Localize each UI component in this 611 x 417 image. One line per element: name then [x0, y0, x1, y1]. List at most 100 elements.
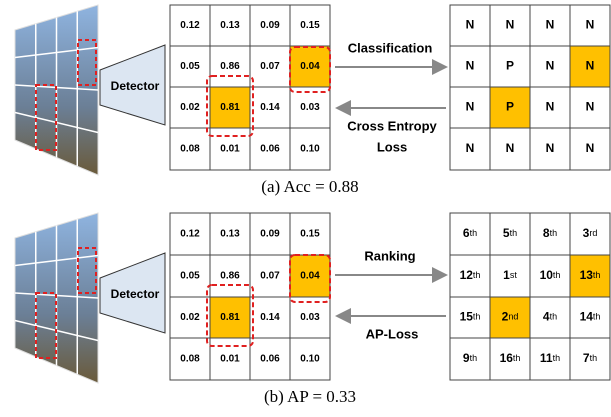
label: N [586, 18, 595, 32]
score: 0.03 [300, 102, 320, 113]
score: 0.13 [220, 20, 240, 31]
score: 0.81 [220, 312, 240, 323]
main: N [506, 141, 515, 155]
main: 15 [460, 310, 474, 324]
score: 0.81 [220, 102, 240, 113]
label: N [586, 100, 595, 114]
suffix: th [593, 270, 601, 280]
label: N [506, 141, 515, 155]
main: 12 [460, 268, 474, 282]
score: 0.10 [300, 354, 320, 365]
label: N [546, 100, 555, 114]
label: N [466, 59, 475, 73]
suffix: st [510, 270, 518, 280]
score: 0.12 [180, 20, 200, 31]
score: 0.05 [180, 271, 200, 282]
score: 0.04 [300, 271, 320, 282]
main: 11 [540, 351, 553, 365]
main: N [546, 59, 555, 73]
main: N [586, 18, 595, 32]
suffix: th [553, 353, 561, 363]
label: 16th [500, 351, 521, 365]
main: P [506, 59, 514, 73]
main: 14 [580, 310, 594, 324]
suffix: th [473, 312, 481, 322]
suffix: th [550, 228, 558, 238]
label: 7th [583, 351, 597, 365]
score: 0.09 [260, 20, 280, 31]
forward-label: Ranking [364, 248, 415, 263]
label: 15th [460, 310, 481, 324]
main: P [506, 100, 514, 114]
score: 0.01 [220, 354, 240, 365]
label: N [506, 18, 515, 32]
suffix: th [553, 270, 561, 280]
score: 0.15 [300, 229, 320, 240]
main: N [506, 18, 515, 32]
main: N [586, 100, 595, 114]
suffix: th [510, 228, 518, 238]
score: 0.03 [300, 312, 320, 323]
caption: (a) Acc = 0.88 [261, 177, 358, 196]
score: 0.10 [300, 144, 320, 155]
detector-label: Detector [111, 79, 160, 93]
main: N [546, 141, 555, 155]
suffix: th [473, 270, 481, 280]
score: 0.14 [260, 102, 280, 113]
label: 10th [540, 268, 561, 282]
backward-label: Cross Entropy [347, 118, 437, 133]
main: N [466, 59, 475, 73]
label: N [466, 18, 475, 32]
score: 0.07 [260, 271, 280, 282]
suffix: th [550, 312, 558, 322]
main: N [466, 100, 475, 114]
label: 1st [503, 268, 517, 282]
suffix: th [513, 353, 521, 363]
label: N [546, 18, 555, 32]
score: 0.06 [260, 354, 280, 365]
score: 0.01 [220, 144, 240, 155]
caption: (b) AP = 0.33 [264, 387, 356, 406]
score: 0.04 [300, 61, 320, 72]
main: 16 [500, 351, 514, 365]
backward-label: AP-Loss [366, 326, 419, 341]
label: N [546, 141, 555, 155]
label: 8th [543, 226, 557, 240]
figure: Detector 0.12 0.13 0.09 0.15 0.05 0.86 0.07 0.04… [0, 0, 611, 417]
label: P [506, 100, 514, 114]
score: 0.05 [180, 61, 200, 72]
label: 12th [460, 268, 481, 282]
score: 0.09 [260, 229, 280, 240]
label: N [546, 59, 555, 73]
suffix: th [593, 312, 601, 322]
label: 5th [503, 226, 517, 240]
label: 14th [580, 310, 601, 324]
score: 0.08 [180, 354, 200, 365]
label: 4th [543, 310, 557, 324]
label: N [466, 100, 475, 114]
score: 0.08 [180, 144, 200, 155]
score: 0.02 [180, 312, 200, 323]
suffix: nd [508, 312, 518, 322]
score: 0.06 [260, 144, 280, 155]
label: P [506, 59, 514, 73]
score: 0.07 [260, 61, 280, 72]
main: 10 [540, 268, 554, 282]
main: N [466, 18, 475, 32]
label: 2nd [502, 310, 519, 324]
label: N [586, 141, 595, 155]
score: 0.12 [180, 229, 200, 240]
main: N [546, 100, 555, 114]
label: 9th [463, 351, 477, 365]
score: 0.13 [220, 229, 240, 240]
label: N [466, 141, 475, 155]
main: N [466, 141, 475, 155]
score: 0.14 [260, 312, 280, 323]
score: 0.86 [220, 61, 240, 72]
label: 3rd [583, 226, 598, 240]
main: N [586, 141, 595, 155]
suffix: th [590, 353, 598, 363]
backward-label: Loss [377, 139, 407, 154]
forward-label: Classification [348, 40, 433, 55]
main: N [546, 18, 555, 32]
